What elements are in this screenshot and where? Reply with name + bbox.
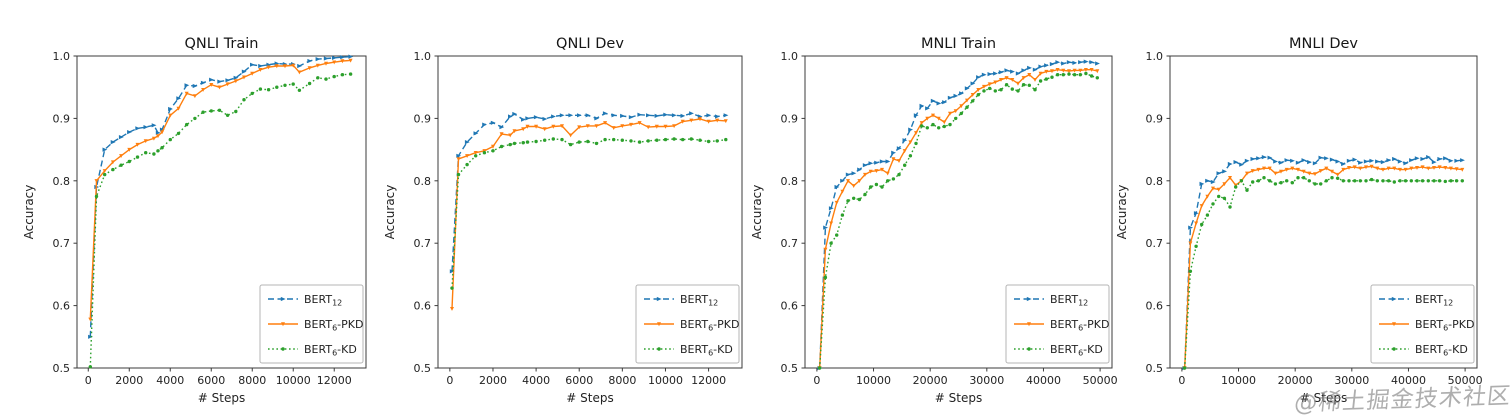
x-tick-label: 50000: [1448, 374, 1483, 387]
series-line-bert6-pkd: [89, 59, 351, 320]
y-tick-label: 1.0: [781, 50, 799, 63]
legend-label-bert12: BERT12: [304, 293, 342, 308]
y-tick-label: 0.5: [1146, 362, 1164, 375]
y-tick-label: 0.9: [414, 112, 432, 125]
chart-mnli-train: 0 10000 20000 30000 40000 50000 0.5 0.6 0.7 0.8 0.…: [750, 36, 1118, 405]
legend-label-bert6-pkd: BERT6-PKD: [1415, 318, 1474, 333]
x-tick-label: 40000: [1026, 374, 1061, 387]
x-tick-label: 8000: [238, 374, 266, 387]
y-tick-label: 0.7: [53, 237, 71, 250]
chart-mnli-dev: 0 10000 20000 30000 40000 50000 0.5 0.6 0.7 0.8 0.…: [1115, 36, 1483, 405]
series-line-bert12: [89, 55, 351, 337]
legend-label-bert6-pkd: BERT6-PKD: [680, 318, 739, 333]
x-tick-label: 2000: [115, 374, 143, 387]
legend-label-bert6-kd: BERT6-KD: [680, 343, 733, 358]
y-tick-label: 0.8: [414, 175, 432, 188]
series-line-bert12: [451, 112, 726, 272]
y-tick-label: 0.9: [781, 112, 799, 125]
x-tick-label: 4000: [156, 374, 184, 387]
legend-label-bert6-kd: BERT6-KD: [1050, 343, 1103, 358]
chart-qnli-dev: 0 2000 4000 6000 8000 10000 12000 0.5 0.6 0.7 0.8 0…: [383, 36, 743, 405]
y-tick-label: 0.6: [1146, 300, 1164, 313]
y-tick-label: 0.7: [1146, 237, 1164, 250]
y-tick-label: 0.6: [53, 300, 71, 313]
x-tick-label: 12000: [317, 374, 352, 387]
x-tick-label: 10000: [648, 374, 683, 387]
chart-title: QNLI Train: [184, 36, 258, 52]
x-tick-label: 10000: [276, 374, 311, 387]
x-tick-label: 40000: [1391, 374, 1426, 387]
y-axis-label: Accuracy: [750, 185, 764, 240]
legend-label-bert6-kd: BERT6-KD: [304, 343, 357, 358]
x-axis-label: # Steps: [935, 391, 982, 405]
legend-label-bert12: BERT12: [1415, 293, 1453, 308]
chart-title: QNLI Dev: [556, 36, 624, 52]
y-tick-label: 0.8: [1146, 175, 1164, 188]
y-axis-label: Accuracy: [1115, 185, 1129, 240]
legend-label-bert6-kd: BERT6-KD: [1415, 343, 1468, 358]
legend: BERT12 BERT6-PKD BERT6-KD: [635, 284, 740, 364]
y-tick-label: 0.7: [414, 237, 432, 250]
series-line-bert6-pkd: [451, 118, 726, 309]
y-tick-label: 0.5: [53, 362, 71, 375]
legend: BERT12 BERT6-PKD BERT6-KD: [1370, 284, 1475, 364]
y-tick-label: 0.7: [781, 237, 799, 250]
legend-label-bert6-pkd: BERT6-PKD: [1050, 318, 1109, 333]
y-tick-label: 1.0: [414, 50, 432, 63]
y-tick-label: 0.8: [53, 175, 71, 188]
y-tick-label: 1.0: [53, 50, 71, 63]
chart-qnli-train: 0 2000 4000 6000 8000 10000 12000 0.5 0.6 0.7 0.8 0…: [22, 36, 367, 405]
x-tick-label: 6000: [197, 374, 225, 387]
x-tick-label: 0: [1178, 374, 1185, 387]
x-tick-label: 10000: [1221, 374, 1256, 387]
x-tick-label: 12000: [691, 374, 726, 387]
legend-label-bert12: BERT12: [1050, 293, 1088, 308]
y-tick-label: 0.6: [414, 300, 432, 313]
x-tick-label: 0: [813, 374, 820, 387]
x-tick-label: 2000: [479, 374, 507, 387]
x-tick-label: 20000: [1278, 374, 1313, 387]
x-axis-label: # Steps: [1300, 391, 1347, 405]
y-tick-label: 0.9: [1146, 112, 1164, 125]
chart-title: MNLI Train: [921, 36, 996, 52]
x-tick-label: 4000: [522, 374, 550, 387]
x-tick-label: 8000: [608, 374, 636, 387]
y-tick-label: 0.5: [414, 362, 432, 375]
x-tick-label: 20000: [913, 374, 948, 387]
series-line-bert6-kd: [451, 138, 726, 289]
x-tick-label: 0: [85, 374, 92, 387]
legend-label-bert6-pkd: BERT6-PKD: [304, 318, 363, 333]
legend-label-bert12: BERT12: [680, 293, 718, 308]
x-tick-label: 30000: [969, 374, 1004, 387]
legend: BERT12 BERT6-PKD BERT6-KD: [1005, 284, 1110, 364]
y-tick-label: 1.0: [1146, 50, 1164, 63]
chart-title: MNLI Dev: [1289, 36, 1358, 52]
x-axis-label: # Steps: [198, 391, 245, 405]
legend: BERT12 BERT6-PKD BERT6-KD: [259, 284, 364, 364]
x-tick-label: 10000: [856, 374, 891, 387]
y-tick-label: 0.8: [781, 175, 799, 188]
y-tick-label: 0.5: [781, 362, 799, 375]
y-tick-label: 0.9: [53, 112, 71, 125]
x-tick-label: 50000: [1083, 374, 1118, 387]
y-axis-label: Accuracy: [383, 185, 397, 240]
y-tick-label: 0.6: [781, 300, 799, 313]
x-tick-label: 30000: [1334, 374, 1369, 387]
x-axis-label: # Steps: [566, 391, 613, 405]
y-axis-label: Accuracy: [22, 185, 36, 240]
x-tick-label: 6000: [565, 374, 593, 387]
x-tick-label: 0: [446, 374, 453, 387]
